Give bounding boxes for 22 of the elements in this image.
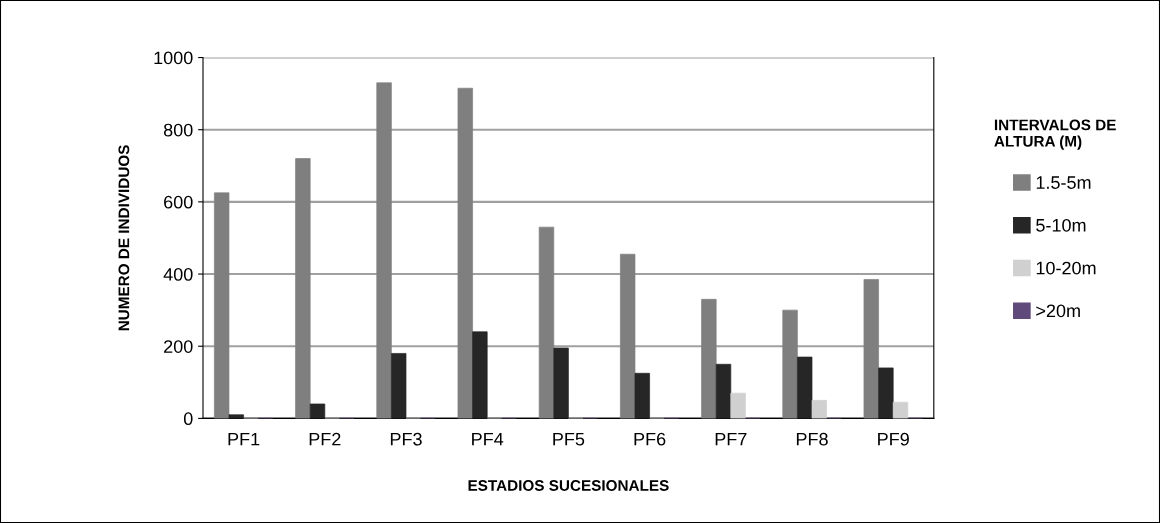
y-tick-label: 400 — [163, 267, 193, 281]
x-tick-label: PF8 — [796, 432, 828, 446]
y-tick-label: 800 — [163, 123, 193, 137]
x-tick-label: PF7 — [715, 432, 747, 446]
legend-label: 5-10m — [1036, 218, 1086, 232]
legend-label: 1.5-5m — [1036, 176, 1091, 189]
x-tick-label: PF9 — [878, 432, 909, 446]
x-tick-label: PF1 — [228, 432, 260, 446]
x-tick-label: PF6 — [634, 432, 666, 446]
x-tick-label: PF5 — [553, 432, 585, 446]
x-tick-label: PF3 — [390, 432, 422, 446]
y-tick-label: 1000 — [154, 51, 193, 65]
y-tick-label: 600 — [164, 195, 193, 209]
legend-label: >20m — [1036, 304, 1080, 318]
y-axis-title: NUMERO DE INDIVIDUOS — [118, 145, 130, 331]
y-tick-label: 200 — [164, 340, 193, 353]
y-tick-label: 0 — [183, 412, 193, 426]
x-tick-label: PF2 — [309, 432, 341, 446]
legend-label: 10-20m — [1036, 261, 1096, 275]
x-axis-title: ESTADIOS SUCESIONALES — [468, 480, 669, 491]
x-tick-label: PF4 — [472, 432, 504, 446]
legend-title: INTERVALOS DE ALTURA (M) — [994, 119, 1116, 150]
